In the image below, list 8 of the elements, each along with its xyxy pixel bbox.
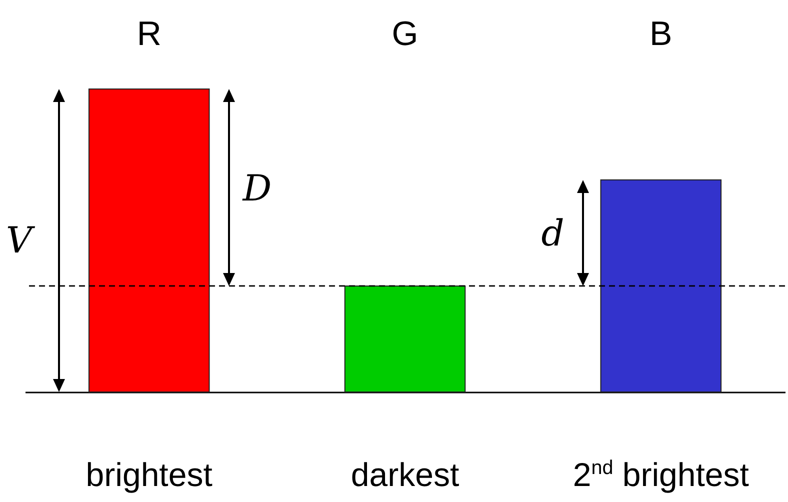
x-tick-label: G <box>392 15 418 53</box>
text: 2$^{nd}$ brightest <box>572 456 749 494</box>
annotation: D <box>242 168 272 210</box>
annotation: d <box>541 214 564 255</box>
text: darkest <box>350 456 460 494</box>
x-tick-label: R <box>136 15 162 53</box>
text: brightest <box>86 456 212 494</box>
x-tick-label: B <box>650 15 672 53</box>
